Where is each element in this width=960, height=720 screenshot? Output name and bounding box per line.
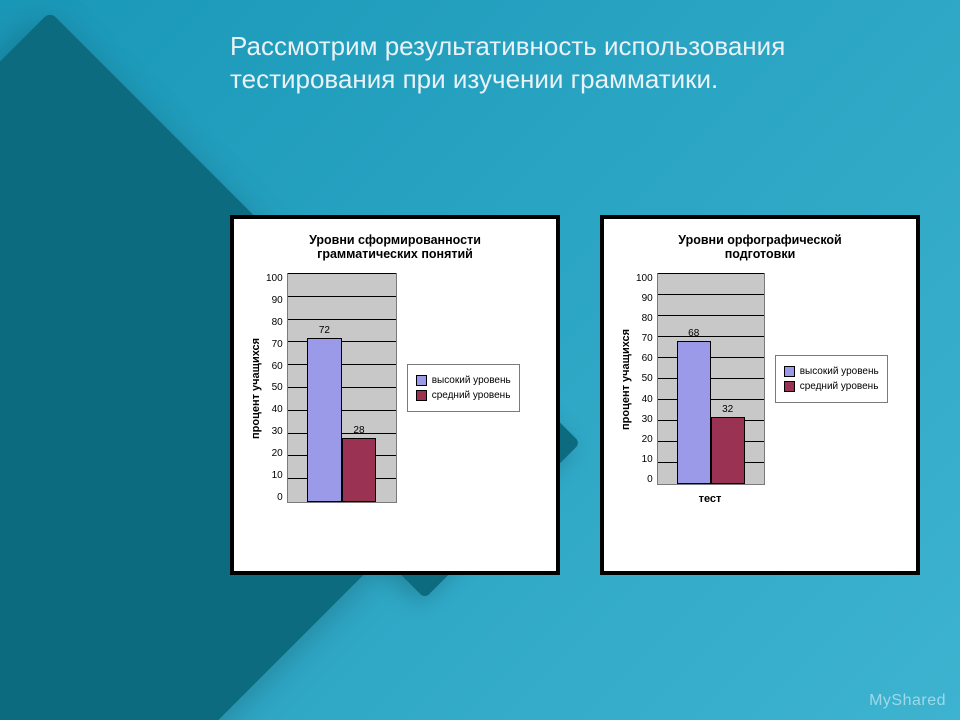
y-ticks: 1009080706050403020100 <box>636 273 657 485</box>
y-tick: 70 <box>636 333 653 344</box>
plot-area: 7228 <box>287 273 397 503</box>
slide: Рассмотрим результативность использовани… <box>0 0 960 720</box>
x-axis-label: тест <box>656 493 764 505</box>
y-axis-label: процент учащихся <box>246 273 266 503</box>
y-tick: 90 <box>266 295 283 306</box>
legend-label: высокий уровень <box>800 366 879 377</box>
plot-area: 6832 <box>657 273 765 485</box>
gridline <box>658 399 764 400</box>
gridline <box>658 336 764 337</box>
legend-swatch <box>416 390 427 401</box>
y-tick: 70 <box>266 339 283 350</box>
chart-card-1: Уровни орфографической подготовки процент… <box>600 215 920 575</box>
gridline <box>658 357 764 358</box>
gridline <box>288 296 396 297</box>
y-tick: 0 <box>636 474 653 485</box>
legend-label: средний уровень <box>432 390 511 401</box>
chart-title: Уровни орфографической подготовки <box>616 233 904 261</box>
y-tick: 60 <box>266 361 283 372</box>
legend-item: высокий уровень <box>784 366 879 377</box>
y-axis-label: процент учащихся <box>616 273 636 485</box>
y-tick: 10 <box>266 470 283 481</box>
bar-label: 72 <box>319 325 330 336</box>
y-tick: 40 <box>636 394 653 405</box>
y-tick: 50 <box>636 373 653 384</box>
gridline <box>288 433 396 434</box>
watermark: MyShared <box>869 692 946 710</box>
plot-wrap: процент учащихся100908070605040302010068… <box>616 273 904 485</box>
bar-label: 28 <box>353 425 364 436</box>
legend-item: средний уровень <box>784 381 879 392</box>
y-tick: 0 <box>266 492 283 503</box>
gridline <box>288 319 396 320</box>
legend-swatch <box>784 381 795 392</box>
gridline <box>288 364 396 365</box>
gridline <box>288 410 396 411</box>
bar-label: 68 <box>688 328 699 339</box>
legend: высокий уровень средний уровень <box>775 355 888 403</box>
slide-title: Рассмотрим результативность использовани… <box>230 30 930 95</box>
bar-1: 32 <box>711 417 745 484</box>
legend-label: высокий уровень <box>432 375 511 386</box>
y-tick: 20 <box>266 448 283 459</box>
gridline <box>658 315 764 316</box>
gridline <box>658 273 764 274</box>
y-tick: 80 <box>636 313 653 324</box>
bar-1: 28 <box>342 438 377 502</box>
legend-item: средний уровень <box>416 390 511 401</box>
legend-item: высокий уровень <box>416 375 511 386</box>
y-tick: 30 <box>266 426 283 437</box>
y-ticks: 1009080706050403020100 <box>266 273 287 503</box>
legend-swatch <box>784 366 795 377</box>
y-tick: 80 <box>266 317 283 328</box>
y-tick: 20 <box>636 434 653 445</box>
gridline <box>658 294 764 295</box>
gridline <box>288 387 396 388</box>
gridline <box>658 378 764 379</box>
chart-card-0: Уровни сформированности грамматических п… <box>230 215 560 575</box>
gridline <box>288 273 396 274</box>
y-tick: 30 <box>636 414 653 425</box>
y-tick: 10 <box>636 454 653 465</box>
legend: высокий уровень средний уровень <box>407 364 520 412</box>
legend-swatch <box>416 375 427 386</box>
y-tick: 90 <box>636 293 653 304</box>
bar-label: 32 <box>722 404 733 415</box>
charts-row: Уровни сформированности грамматических п… <box>230 215 920 575</box>
plot-wrap: процент учащихся100908070605040302010072… <box>246 273 544 503</box>
y-tick: 60 <box>636 353 653 364</box>
y-tick: 100 <box>636 273 653 284</box>
bar-0: 68 <box>677 341 711 484</box>
y-tick: 50 <box>266 382 283 393</box>
y-tick: 100 <box>266 273 283 284</box>
y-tick: 40 <box>266 404 283 415</box>
legend-label: средний уровень <box>800 381 879 392</box>
gridline <box>288 341 396 342</box>
bar-0: 72 <box>307 338 342 502</box>
chart-title: Уровни сформированности грамматических п… <box>246 233 544 261</box>
